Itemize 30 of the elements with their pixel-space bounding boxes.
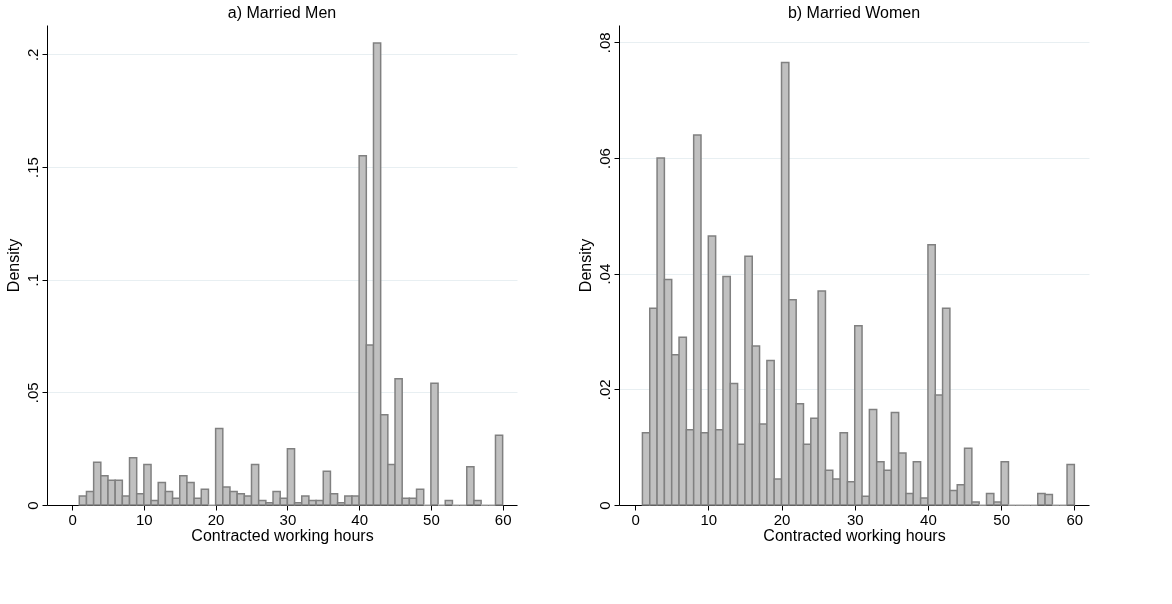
x-tick-label: 20 [207, 510, 225, 528]
y-tick-label: .1 [23, 273, 41, 287]
x-tick-label: 30 [279, 510, 297, 528]
x-tick-label: 60 [1066, 510, 1084, 528]
y-tick-label: .04 [595, 263, 613, 285]
x-tick-label: 0 [68, 510, 77, 528]
x-tick-label: 10 [700, 510, 718, 528]
x-tick-label: 50 [423, 510, 440, 528]
x-axis-title: Contracted working hours [763, 526, 946, 544]
x-tick-label: 30 [846, 510, 864, 528]
y-tick-label: .05 [23, 382, 41, 404]
y-tick-label: .02 [595, 379, 613, 401]
y-tick-label: .2 [23, 48, 41, 62]
x-tick-label: 40 [351, 510, 368, 528]
x-tick-label: 50 [993, 510, 1010, 528]
y-tick-label: 0 [23, 501, 41, 510]
y-tick-label: .06 [595, 148, 613, 169]
x-axis-title: Contracted working hours [191, 526, 374, 544]
x-tick-label: 60 [494, 510, 512, 528]
x-tick-label: 10 [136, 510, 153, 528]
chart-title: a) Married Men [227, 4, 337, 21]
y-axis-title: Density [576, 238, 594, 293]
y-axis-title: Density [4, 238, 22, 293]
y-tick-label: .15 [23, 157, 41, 178]
x-tick-label: 0 [631, 510, 640, 528]
x-tick-label: 40 [920, 510, 937, 528]
x-tick-label: 20 [773, 510, 791, 528]
y-tick-label: .08 [595, 32, 613, 54]
chart-title: b) Married Women [787, 4, 921, 21]
y-tick-label: 0 [595, 501, 613, 510]
